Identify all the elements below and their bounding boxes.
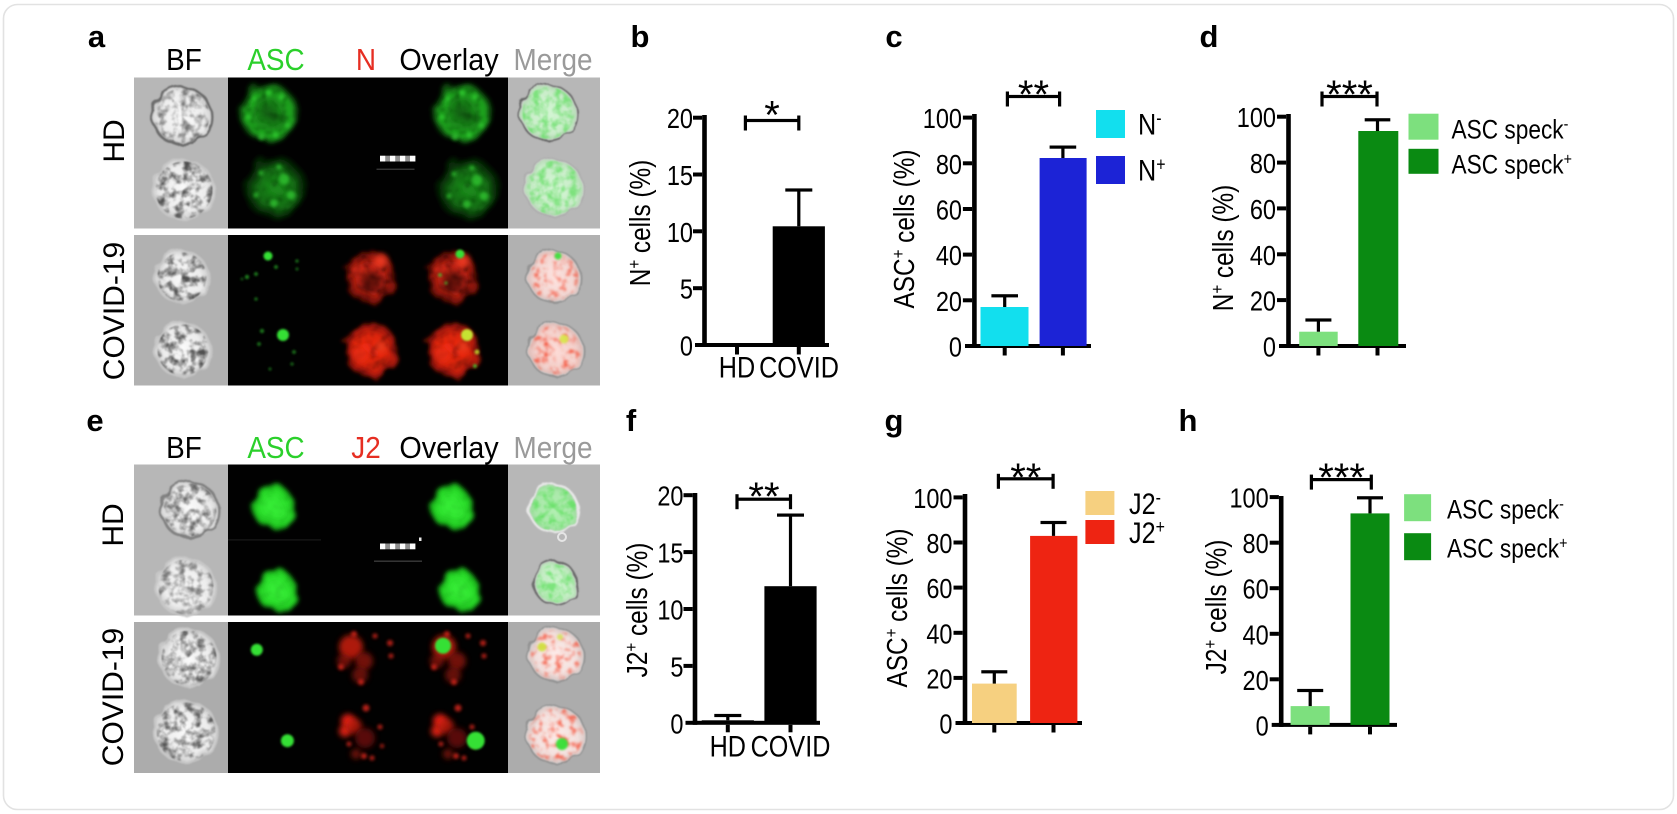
svg-text:HD: HD [97, 503, 130, 546]
svg-text:Merge: Merge [513, 43, 592, 78]
svg-text:BF: BF [166, 431, 202, 466]
svg-text:N-: N- [1138, 107, 1162, 141]
svg-text:N+: N+ [1138, 153, 1166, 187]
svg-text:40: 40 [1250, 241, 1276, 271]
svg-text:ASC: ASC [247, 431, 304, 466]
svg-text:***: *** [1318, 456, 1365, 500]
svg-text:COVID: COVID [759, 350, 839, 384]
svg-text:HD: HD [710, 729, 746, 763]
svg-text:**: ** [1010, 456, 1041, 500]
svg-text:80: 80 [1243, 529, 1269, 559]
svg-text:J2+ cells (%): J2+ cells (%) [1200, 540, 1233, 675]
svg-text:**: ** [748, 475, 779, 519]
svg-text:h: h [1179, 403, 1198, 438]
svg-text:J2+: J2+ [1129, 516, 1165, 550]
svg-text:80: 80 [1250, 149, 1276, 179]
svg-text:N+ cells (%): N+ cells (%) [1207, 185, 1240, 312]
svg-text:80: 80 [926, 529, 952, 559]
svg-text:ASC speck-: ASC speck- [1447, 495, 1564, 525]
svg-text:COVID-19: COVID-19 [97, 628, 130, 766]
svg-text:60: 60 [1243, 575, 1269, 605]
svg-text:***: *** [1326, 73, 1373, 117]
svg-text:0: 0 [670, 709, 683, 739]
svg-text:100: 100 [1237, 103, 1276, 133]
svg-text:40: 40 [1243, 620, 1269, 650]
svg-text:N+ cells (%): N+ cells (%) [624, 160, 657, 287]
svg-text:10: 10 [667, 218, 693, 248]
svg-text:Overlay: Overlay [399, 431, 498, 465]
svg-text:ASC speck-: ASC speck- [1452, 115, 1569, 145]
svg-text:ASC: ASC [247, 43, 304, 78]
svg-text:**: ** [1018, 73, 1049, 117]
svg-text:60: 60 [1250, 195, 1276, 225]
svg-text:60: 60 [936, 196, 962, 226]
svg-text:40: 40 [936, 241, 962, 271]
svg-text:40: 40 [926, 619, 952, 649]
svg-text:60: 60 [926, 574, 952, 604]
svg-text:20: 20 [926, 665, 952, 695]
svg-text:N: N [356, 43, 376, 78]
svg-text:J2-: J2- [1129, 487, 1161, 521]
svg-text:c: c [885, 19, 902, 54]
svg-text:20: 20 [936, 287, 962, 317]
svg-text:20: 20 [657, 482, 683, 512]
svg-text:5: 5 [680, 275, 693, 305]
svg-text:e: e [86, 403, 103, 438]
svg-text:100: 100 [913, 484, 952, 514]
svg-text:BF: BF [166, 43, 202, 78]
svg-text:5: 5 [670, 653, 683, 683]
svg-text:ASC+ cells (%): ASC+ cells (%) [881, 529, 914, 688]
svg-text:Overlay: Overlay [399, 43, 498, 77]
svg-text:b: b [631, 19, 650, 54]
svg-text:ASC+ cells (%): ASC+ cells (%) [888, 150, 921, 309]
svg-text:COVID-19: COVID-19 [98, 242, 131, 380]
svg-text:*: * [764, 94, 780, 138]
svg-text:HD: HD [719, 350, 755, 384]
svg-text:ASC speck+: ASC speck+ [1447, 534, 1567, 564]
svg-text:20: 20 [667, 104, 693, 134]
svg-text:ASC speck+: ASC speck+ [1452, 150, 1572, 180]
svg-text:HD: HD [98, 119, 131, 162]
svg-text:10: 10 [657, 596, 683, 626]
svg-text:20: 20 [1243, 666, 1269, 696]
svg-text:80: 80 [936, 150, 962, 180]
svg-text:f: f [626, 403, 637, 438]
svg-text:J2: J2 [351, 431, 380, 466]
svg-text:g: g [885, 403, 904, 438]
svg-text:COVID: COVID [751, 729, 831, 763]
svg-text:a: a [88, 19, 106, 54]
svg-text:0: 0 [1256, 712, 1269, 742]
svg-text:J2+ cells (%): J2+ cells (%) [621, 543, 654, 678]
svg-text:0: 0 [949, 333, 962, 363]
svg-text:100: 100 [923, 104, 962, 134]
svg-text:15: 15 [657, 539, 683, 569]
svg-text:d: d [1200, 19, 1219, 54]
svg-text:0: 0 [939, 710, 952, 740]
svg-text:15: 15 [667, 161, 693, 191]
svg-text:Merge: Merge [513, 431, 592, 466]
svg-text:20: 20 [1250, 287, 1276, 317]
svg-text:0: 0 [1263, 333, 1276, 363]
svg-text:0: 0 [680, 332, 693, 362]
svg-text:100: 100 [1229, 484, 1268, 514]
